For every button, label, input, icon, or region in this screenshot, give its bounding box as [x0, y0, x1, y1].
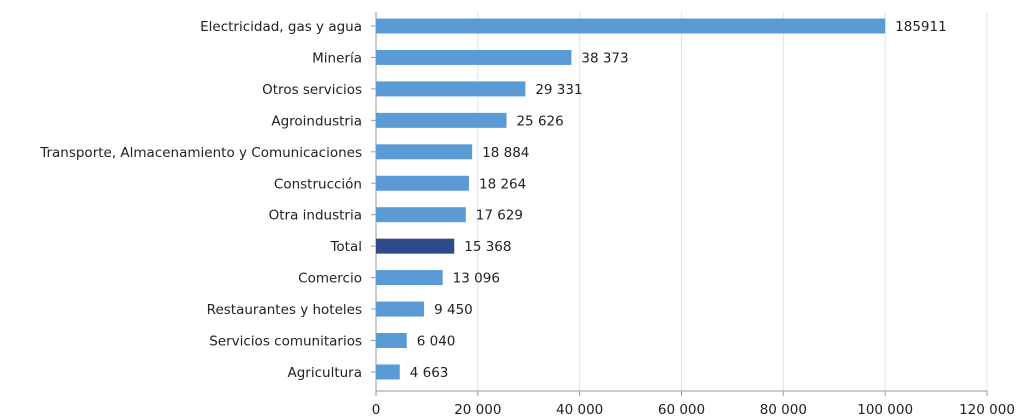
bar: [376, 144, 473, 160]
x-tick-label: 0: [372, 402, 381, 418]
bar: [376, 333, 407, 348]
bar: [376, 49, 572, 65]
data-label: 13 096: [453, 271, 500, 287]
bar: [376, 112, 507, 128]
data-label: 18 264: [479, 176, 526, 192]
data-label: 6 040: [417, 334, 456, 350]
x-tick-label: 80 000: [760, 402, 807, 418]
bar: [376, 175, 469, 191]
x-tick-label: 120 000: [959, 402, 1015, 418]
category-label: Otros servicios: [262, 82, 362, 98]
bar: [376, 81, 526, 97]
category-label: Comercio: [298, 271, 362, 287]
bar: [376, 270, 443, 286]
data-label: 4 663: [410, 365, 449, 381]
data-label: 29 331: [535, 82, 582, 98]
x-tick-label: 60 000: [658, 402, 705, 418]
category-label: Servicios comunitarios: [209, 334, 362, 350]
data-label: 38 373: [581, 50, 628, 66]
category-label: Otra industria: [269, 208, 362, 224]
data-label: 17 629: [476, 208, 523, 224]
bar: [376, 364, 400, 380]
data-label: 25 626: [516, 113, 563, 129]
bar: [376, 207, 466, 223]
category-label: Electricidad, gas y agua: [200, 19, 362, 35]
category-label: Agroindustria: [271, 113, 362, 129]
category-label: Transporte, Almacenamiento y Comunicacio…: [39, 145, 362, 161]
data-label: 9 450: [434, 302, 473, 318]
bar: [376, 18, 886, 34]
category-label: Total: [329, 239, 362, 255]
x-tick-label: 40 000: [556, 402, 603, 418]
category-label: Restaurantes y hoteles: [207, 302, 362, 318]
data-label: 185911: [895, 19, 947, 35]
data-label: 18 884: [482, 145, 529, 161]
bar: [376, 301, 425, 317]
category-label: Construcción: [274, 176, 362, 192]
x-tick-label: 20 000: [454, 402, 501, 418]
category-label: Agricultura: [287, 365, 362, 381]
x-tick-label: 100 000: [857, 402, 913, 418]
bar: [376, 238, 455, 254]
category-label: Minería: [312, 50, 362, 66]
data-label: 15 368: [464, 239, 511, 255]
